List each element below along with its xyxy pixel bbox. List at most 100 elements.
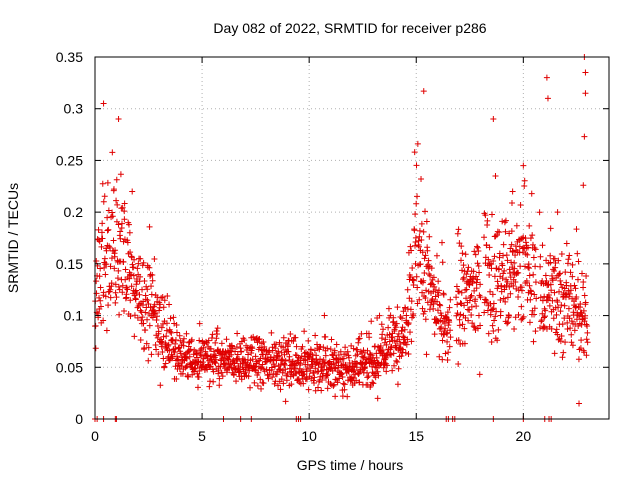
data-point — [104, 214, 111, 221]
data-point — [370, 380, 377, 387]
data-point — [192, 365, 199, 372]
data-point — [366, 334, 373, 341]
data-point — [157, 301, 164, 308]
data-point — [513, 222, 520, 229]
data-point — [364, 374, 371, 381]
data-point — [427, 301, 434, 308]
data-point — [422, 252, 429, 259]
data-point — [109, 213, 116, 220]
data-point — [136, 291, 143, 298]
data-point — [120, 258, 127, 265]
data-point — [374, 368, 381, 375]
data-point — [393, 357, 400, 364]
data-point — [436, 301, 443, 308]
data-point — [409, 264, 416, 271]
data-point — [315, 384, 322, 391]
data-point — [121, 200, 128, 207]
data-point — [414, 193, 421, 200]
data-point — [193, 354, 200, 361]
data-point — [574, 250, 581, 257]
data-point — [378, 321, 385, 328]
data-point — [563, 240, 570, 247]
data-point — [419, 249, 426, 256]
data-point — [105, 207, 112, 214]
data-point — [506, 283, 513, 290]
data-point — [283, 377, 290, 384]
data-point — [566, 290, 573, 297]
data-point — [200, 344, 207, 351]
data-point — [459, 250, 466, 257]
data-point — [121, 307, 128, 314]
data-point — [155, 351, 162, 358]
data-point — [333, 341, 340, 348]
data-point — [408, 298, 415, 305]
data-point — [577, 300, 584, 307]
data-point — [335, 352, 342, 359]
data-point — [155, 328, 162, 335]
data-point — [531, 311, 538, 318]
data-point — [513, 285, 520, 292]
data-point — [167, 328, 174, 335]
data-point — [551, 289, 558, 296]
data-point — [539, 310, 546, 317]
data-point — [97, 303, 104, 310]
data-point — [280, 334, 287, 341]
data-point — [394, 304, 401, 311]
data-point — [386, 338, 393, 345]
data-point — [257, 355, 264, 362]
data-points — [92, 54, 591, 422]
data-point — [438, 312, 445, 319]
data-point — [143, 340, 150, 347]
data-point — [572, 304, 579, 311]
data-point — [536, 324, 543, 331]
data-point — [533, 295, 540, 302]
data-point — [100, 100, 107, 107]
data-point — [203, 338, 210, 345]
data-point — [160, 333, 167, 340]
data-point — [578, 337, 585, 344]
data-point — [543, 257, 550, 264]
data-point — [517, 201, 524, 208]
data-point — [510, 282, 517, 289]
data-point — [210, 368, 217, 375]
data-point — [434, 307, 441, 314]
data-point — [394, 381, 401, 388]
data-point — [350, 345, 357, 352]
data-point — [376, 362, 383, 369]
data-point — [527, 296, 534, 303]
data-point — [95, 226, 102, 233]
data-point — [100, 289, 107, 296]
data-point — [278, 376, 285, 383]
data-point — [541, 314, 548, 321]
data-point — [161, 363, 168, 370]
data-point — [489, 322, 496, 329]
data-point — [463, 271, 470, 278]
data-point — [573, 316, 580, 323]
data-point — [581, 318, 588, 325]
data-point — [188, 336, 195, 343]
data-point — [524, 251, 531, 258]
data-point — [475, 325, 482, 332]
data-point — [269, 374, 276, 381]
data-point — [245, 351, 252, 358]
data-point — [312, 387, 319, 394]
data-point — [355, 336, 362, 343]
data-point — [356, 335, 363, 342]
data-point — [200, 355, 207, 362]
data-point — [175, 357, 182, 364]
data-point — [282, 357, 289, 364]
data-point — [518, 303, 525, 310]
data-point — [330, 382, 337, 389]
data-point — [168, 329, 175, 336]
data-point — [568, 318, 575, 325]
data-point — [204, 352, 211, 359]
data-point — [579, 270, 586, 277]
data-point — [154, 294, 161, 301]
data-point — [511, 326, 518, 333]
data-point — [560, 349, 567, 356]
data-point — [257, 376, 264, 383]
data-point — [381, 361, 388, 368]
data-point — [551, 255, 558, 262]
data-point — [483, 242, 490, 249]
data-point — [482, 212, 489, 219]
